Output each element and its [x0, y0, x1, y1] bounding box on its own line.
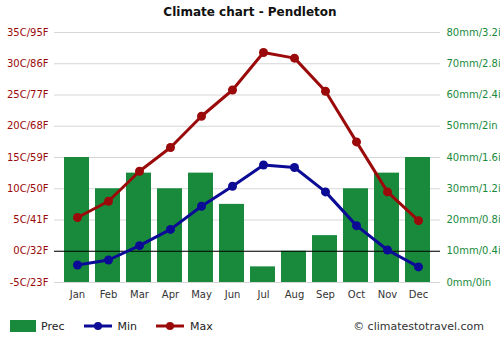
svg-text:10C/50F: 10C/50F	[7, 183, 49, 194]
svg-text:May: May	[191, 289, 212, 300]
svg-text:Dec: Dec	[409, 289, 428, 300]
svg-text:Mar: Mar	[130, 289, 150, 300]
svg-text:50mm/2in: 50mm/2in	[447, 120, 498, 131]
html-text:© climatestotravel.com: © climatestotravel.com	[353, 319, 484, 333]
svg-text:Apr: Apr	[162, 289, 180, 300]
svg-text:80mm/3.2in: 80mm/3.2in	[447, 27, 500, 38]
svg-text:30mm/1.2in: 30mm/1.2in	[447, 183, 500, 194]
svg-text:Jun: Jun	[224, 289, 241, 300]
svg-text:Nov: Nov	[378, 289, 398, 300]
html-text:Min: Min	[117, 319, 138, 333]
svg-text:30C/86F: 30C/86F	[7, 58, 49, 69]
svg-text:10mm/0.4in: 10mm/0.4in	[447, 245, 500, 256]
svg-text:5C/41F: 5C/41F	[13, 214, 48, 225]
svg-text:Aug: Aug	[285, 289, 305, 300]
html-text:Prec: Prec	[41, 319, 65, 333]
svg-text:15C/59F: 15C/59F	[7, 152, 49, 163]
svg-text:-5C/23F: -5C/23F	[10, 277, 49, 288]
svg-text:Feb: Feb	[100, 289, 118, 300]
svg-text:Oct: Oct	[348, 289, 365, 300]
svg-text:40mm/1.6in: 40mm/1.6in	[447, 152, 500, 163]
svg-text:0C/32F: 0C/32F	[13, 245, 48, 256]
svg-text:20mm/0.8in: 20mm/0.8in	[447, 214, 500, 225]
svg-text:70mm/2.8in: 70mm/2.8in	[447, 58, 500, 69]
svg-text:25C/77F: 25C/77F	[7, 89, 49, 100]
svg-text:Jul: Jul	[256, 289, 269, 300]
svg-text:Jan: Jan	[69, 289, 85, 300]
svg-text:20C/68F: 20C/68F	[7, 120, 49, 131]
html-text:Climate chart - Pendleton: Climate chart - Pendleton	[163, 5, 337, 19]
html-text:Max: Max	[190, 319, 213, 333]
svg-text:Sep: Sep	[316, 289, 335, 300]
svg-text:60mm/2.4in: 60mm/2.4in	[447, 89, 500, 100]
svg-text:35C/95F: 35C/95F	[7, 27, 49, 38]
svg-text:0mm/0in: 0mm/0in	[447, 277, 492, 288]
